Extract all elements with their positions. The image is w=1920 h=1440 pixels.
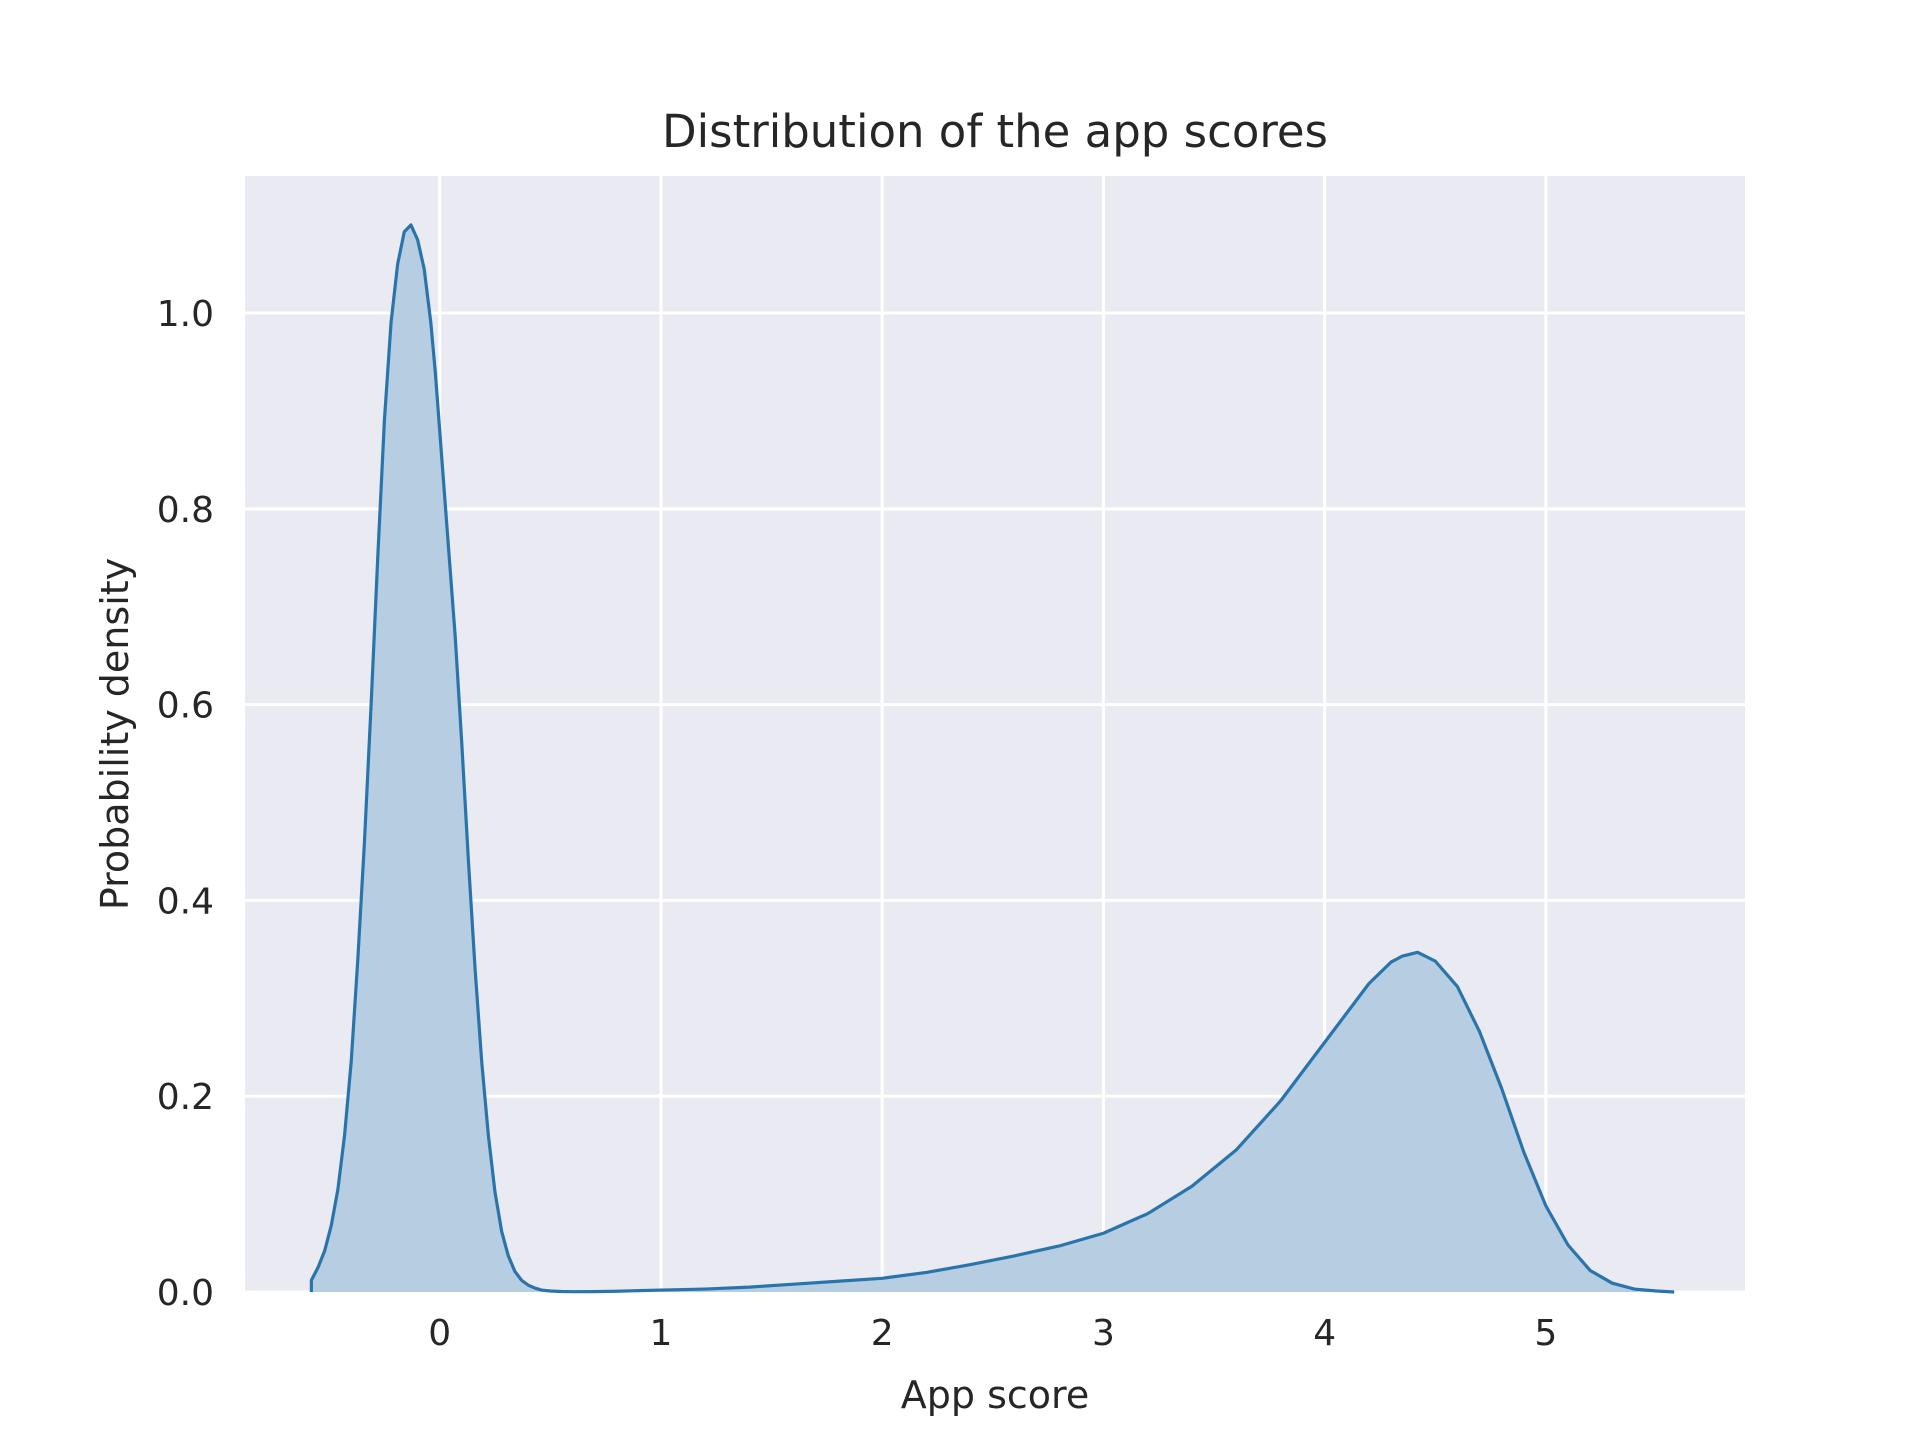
y-tick-label: 0.6 (157, 686, 214, 727)
y-tick-label: 1.0 (157, 294, 214, 335)
x-tick-label: 5 (1534, 1313, 1557, 1354)
x-tick-label: 4 (1313, 1313, 1336, 1354)
y-tick-label: 0.8 (157, 490, 214, 531)
x-tick-label: 0 (428, 1313, 451, 1354)
y-axis-label: Probability density (93, 558, 137, 910)
density-line (309, 223, 1675, 1294)
x-axis-label: App score (901, 1373, 1089, 1417)
x-tick-label: 3 (1092, 1313, 1115, 1354)
grid (245, 176, 1745, 1294)
tick-labels: 0 1 2 3 4 5 0.0 0.2 0.4 0.6 0.8 1.0 (157, 294, 1558, 1354)
y-tick-label: 0.2 (157, 1077, 214, 1118)
y-tick-label: 0.0 (157, 1273, 214, 1314)
chart-title: Distribution of the app scores (662, 105, 1328, 158)
x-tick-label: 1 (649, 1313, 672, 1354)
density-area (311, 224, 1675, 1293)
y-tick-label: 0.4 (157, 881, 214, 922)
x-tick-label: 2 (871, 1313, 894, 1354)
